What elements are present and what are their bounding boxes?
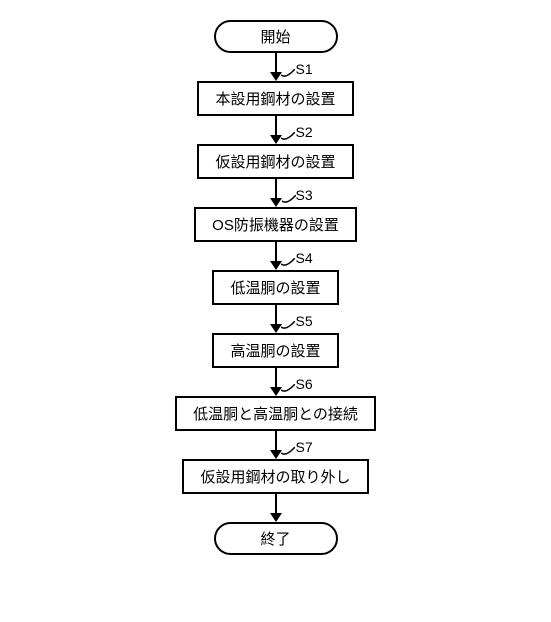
label-tick (281, 447, 295, 457)
end-terminal: 終了 (214, 522, 338, 555)
step-text: OS防振機器の設置 (212, 217, 339, 234)
arrow (270, 242, 282, 270)
arrow (270, 116, 282, 144)
step-s2: 仮設用鋼材の設置 (197, 144, 353, 179)
step-label-s5: S5 (295, 313, 312, 329)
step-s3: OS防振機器の設置 (194, 207, 357, 242)
step-text: 仮設用鋼材の取り外し (200, 469, 350, 486)
label-tick (281, 258, 295, 268)
arrow (270, 179, 282, 207)
step-text: 仮設用鋼材の設置 (215, 154, 335, 171)
arrow (270, 368, 282, 396)
step-s7-wrapper: S7 仮設用鋼材の取り外し (182, 459, 368, 494)
arrow (270, 431, 282, 459)
step-label-s4: S4 (295, 250, 312, 266)
step-text: 低温胴と高温胴との接続 (193, 406, 358, 423)
step-label-s7: S7 (295, 439, 312, 455)
label-tick (281, 69, 295, 79)
label-tick (282, 195, 296, 205)
step-s1: 本設用鋼材の設置 (197, 81, 353, 116)
arrow (270, 53, 282, 81)
label-tick (281, 321, 295, 331)
flowchart-container: 開始 S1 本設用鋼材の設置 S2 仮設用鋼材の設置 S3 OS防振機器の設置 (0, 0, 551, 622)
step-s5-wrapper: S5 高温胴の設置 (212, 333, 338, 368)
step-text: 低温胴の設置 (230, 280, 320, 297)
step-label-s2: S2 (295, 124, 312, 140)
label-tick (281, 132, 295, 142)
step-s6-wrapper: S6 低温胴と高温胴との接続 (175, 396, 376, 431)
step-s7: 仮設用鋼材の取り外し (182, 459, 368, 494)
step-text: 高温胴の設置 (230, 343, 320, 360)
step-s2-wrapper: S2 仮設用鋼材の設置 (197, 144, 353, 179)
step-label-s3: S3 (296, 187, 313, 203)
start-label: 開始 (260, 29, 290, 46)
step-label-s6: S6 (295, 376, 312, 392)
label-tick (281, 384, 295, 394)
step-s4: 低温胴の設置 (212, 270, 338, 305)
step-s5: 高温胴の設置 (212, 333, 338, 368)
step-s3-wrapper: S3 OS防振機器の設置 (194, 207, 357, 242)
arrow (270, 494, 282, 522)
step-s1-wrapper: S1 本設用鋼材の設置 (197, 81, 353, 116)
end-label: 終了 (260, 531, 290, 548)
start-terminal: 開始 (214, 20, 338, 53)
step-s6: 低温胴と高温胴との接続 (175, 396, 376, 431)
step-text: 本設用鋼材の設置 (215, 91, 335, 108)
arrow (270, 305, 282, 333)
step-s4-wrapper: S4 低温胴の設置 (212, 270, 338, 305)
step-label-s1: S1 (295, 61, 312, 77)
